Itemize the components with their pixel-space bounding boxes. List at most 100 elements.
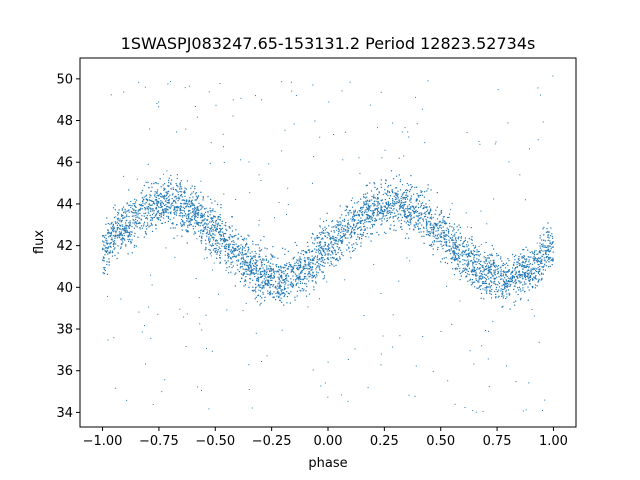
data-point bbox=[207, 195, 209, 198]
data-point bbox=[407, 216, 409, 218]
data-point bbox=[469, 252, 471, 254]
data-point bbox=[504, 281, 506, 283]
data-point bbox=[199, 225, 201, 227]
data-point bbox=[534, 257, 536, 259]
data-point bbox=[417, 195, 419, 197]
data-point bbox=[228, 226, 230, 228]
data-point bbox=[107, 230, 109, 232]
outlier-point bbox=[158, 106, 160, 108]
data-point bbox=[280, 270, 282, 272]
data-point bbox=[527, 274, 529, 276]
data-point bbox=[274, 285, 276, 288]
data-point bbox=[278, 291, 280, 294]
data-point bbox=[347, 227, 349, 229]
data-point bbox=[191, 202, 193, 204]
data-point bbox=[352, 216, 354, 218]
outlier-point bbox=[402, 184, 404, 186]
data-point bbox=[274, 256, 276, 258]
data-point bbox=[364, 228, 366, 230]
data-point bbox=[502, 275, 504, 277]
data-point bbox=[420, 203, 422, 205]
data-point bbox=[447, 228, 449, 230]
data-point bbox=[171, 194, 174, 196]
data-point bbox=[242, 272, 244, 274]
data-point bbox=[427, 216, 429, 218]
data-point bbox=[363, 201, 365, 203]
data-point bbox=[248, 264, 250, 266]
data-point bbox=[462, 267, 464, 270]
data-point bbox=[475, 270, 477, 272]
data-point bbox=[158, 201, 160, 203]
data-point bbox=[225, 225, 227, 227]
data-point bbox=[156, 205, 158, 207]
data-point bbox=[386, 190, 389, 192]
data-point bbox=[190, 201, 192, 203]
outlier-point bbox=[380, 353, 382, 355]
data-point bbox=[283, 295, 286, 297]
data-point bbox=[443, 238, 445, 241]
outlier-point bbox=[363, 315, 365, 316]
outlier-point bbox=[103, 273, 105, 275]
outlier-point bbox=[292, 279, 294, 281]
data-point bbox=[323, 220, 325, 223]
x-tick-label: −0.25 bbox=[252, 434, 292, 449]
data-point bbox=[520, 297, 522, 299]
data-point bbox=[403, 211, 405, 213]
data-point bbox=[170, 206, 172, 208]
data-point bbox=[317, 251, 320, 253]
data-point bbox=[264, 280, 266, 282]
data-point bbox=[358, 226, 360, 228]
data-point bbox=[173, 209, 175, 211]
data-point bbox=[227, 260, 229, 262]
data-point bbox=[393, 203, 395, 205]
data-point bbox=[308, 249, 310, 251]
outlier-point bbox=[319, 298, 320, 300]
data-point bbox=[354, 214, 356, 217]
data-point bbox=[330, 242, 332, 244]
outlier-point bbox=[161, 391, 163, 393]
data-point bbox=[281, 301, 283, 303]
data-point bbox=[165, 195, 167, 197]
data-point bbox=[400, 226, 402, 228]
data-point bbox=[425, 234, 427, 236]
outlier-point bbox=[113, 337, 115, 339]
data-point bbox=[536, 253, 538, 255]
data-point bbox=[454, 233, 456, 235]
data-point bbox=[145, 225, 147, 227]
data-point bbox=[268, 281, 270, 284]
data-point bbox=[405, 196, 407, 199]
outlier-point bbox=[240, 159, 242, 161]
data-point bbox=[483, 282, 485, 284]
data-point bbox=[408, 211, 410, 213]
data-point bbox=[403, 202, 405, 204]
data-point bbox=[542, 250, 544, 252]
data-point bbox=[399, 189, 402, 191]
data-point bbox=[544, 260, 546, 262]
data-point bbox=[243, 258, 245, 261]
data-point bbox=[216, 240, 218, 242]
data-point bbox=[371, 223, 373, 226]
outlier-point bbox=[319, 226, 321, 228]
data-point bbox=[284, 293, 286, 295]
data-point bbox=[452, 250, 454, 252]
data-point bbox=[500, 273, 502, 275]
data-point bbox=[324, 232, 326, 234]
data-point bbox=[184, 203, 186, 205]
data-point bbox=[241, 277, 243, 280]
data-point bbox=[418, 194, 420, 197]
data-point bbox=[463, 240, 465, 242]
data-point bbox=[471, 279, 473, 281]
data-point bbox=[224, 248, 227, 250]
data-point bbox=[493, 269, 495, 271]
data-point bbox=[330, 237, 332, 239]
data-point bbox=[266, 265, 268, 267]
data-point bbox=[483, 256, 485, 258]
data-point bbox=[106, 263, 108, 266]
data-point bbox=[185, 206, 188, 208]
x-axis-label: phase bbox=[308, 456, 347, 471]
data-point bbox=[104, 250, 106, 252]
data-point bbox=[106, 242, 108, 245]
data-point bbox=[263, 263, 265, 266]
data-point bbox=[253, 255, 255, 257]
data-point bbox=[496, 255, 498, 257]
